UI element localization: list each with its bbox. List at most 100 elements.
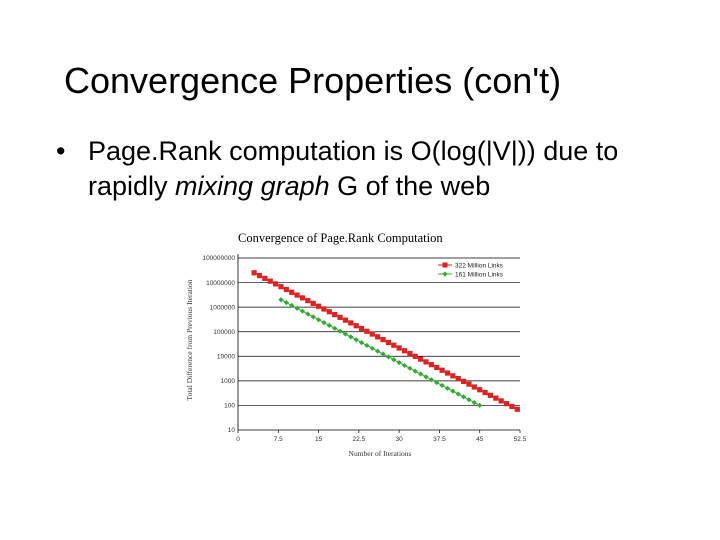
data-point-marker xyxy=(471,384,477,390)
data-point-marker xyxy=(455,376,461,382)
data-point-marker xyxy=(294,305,300,311)
data-point-marker xyxy=(444,385,451,391)
data-point-marker xyxy=(385,339,391,346)
chart-axes: 10 100 1000 10000 100000 1000000 10000000 10000… xyxy=(202,254,527,443)
data-point-marker xyxy=(358,339,365,346)
bullet-text-emphasis: mixing graph xyxy=(175,171,330,201)
legend-label: 161 Million Links xyxy=(455,271,504,278)
y-tick-label: 100 xyxy=(224,403,235,410)
data-point-marker xyxy=(358,325,365,332)
data-point-marker xyxy=(434,379,440,386)
data-point-marker xyxy=(412,353,418,359)
data-point-marker xyxy=(326,309,332,315)
x-tick-label: 52.5 xyxy=(514,436,527,443)
data-point-marker xyxy=(315,303,322,309)
data-point-marker xyxy=(348,320,354,326)
data-point-marker xyxy=(305,298,311,304)
chart-svg: Convergence of Page.Rank Computation 101… xyxy=(185,231,527,458)
data-point-marker xyxy=(348,334,354,340)
data-point-marker xyxy=(342,331,349,337)
chart-legend: 322 Million Links 161 Million Links xyxy=(438,262,504,278)
data-point-marker xyxy=(262,275,268,281)
data-point-marker xyxy=(337,328,343,334)
data-point-marker xyxy=(412,368,418,374)
chart-series xyxy=(251,270,520,412)
data-point-marker xyxy=(455,391,461,397)
data-point-marker xyxy=(401,362,408,369)
data-point-marker xyxy=(364,328,370,334)
x-axis-label: Number of Iterations xyxy=(349,449,412,458)
data-point-marker xyxy=(375,334,381,340)
data-point-marker xyxy=(423,359,429,365)
y-tick-label: 10000000 xyxy=(206,280,235,287)
data-point-marker xyxy=(369,345,375,351)
data-point-marker xyxy=(503,401,510,407)
data-point-marker xyxy=(418,371,424,377)
y-axis-label: Total Difference from Previous Iteration xyxy=(185,279,194,400)
data-point-marker xyxy=(385,354,391,360)
data-point-marker xyxy=(407,350,413,357)
data-point-marker xyxy=(310,300,316,307)
series-line xyxy=(280,299,480,406)
data-point-marker xyxy=(369,331,375,337)
data-point-marker xyxy=(439,382,445,389)
x-tick-label: 7.5 xyxy=(274,436,283,443)
y-tick-label: 1000 xyxy=(221,378,236,385)
data-point-marker xyxy=(407,365,413,371)
data-point-marker xyxy=(305,311,311,317)
y-tick-label: 100000 xyxy=(213,329,235,336)
data-point-marker xyxy=(477,387,483,393)
y-tick-label: 100000000 xyxy=(202,255,235,262)
data-point-marker xyxy=(418,356,424,362)
bullet-text-plain: Page.Rank computation is O(log(|V|)) due… xyxy=(88,136,619,201)
legend-label: 322 Million Links xyxy=(455,262,504,269)
data-point-marker xyxy=(466,397,472,403)
y-tick-label: 1000000 xyxy=(210,304,236,311)
x-tick-label: 45 xyxy=(476,436,484,443)
data-point-marker xyxy=(321,319,327,326)
data-point-marker xyxy=(375,348,381,354)
x-tick-label: 15 xyxy=(315,436,323,443)
data-point-marker xyxy=(310,314,316,320)
data-point-marker xyxy=(342,317,349,323)
data-point-marker xyxy=(273,281,279,287)
x-tick-label: 37.5 xyxy=(433,436,446,443)
y-tick-label: 10 xyxy=(228,427,236,434)
data-point-marker xyxy=(337,314,343,320)
data-point-marker xyxy=(278,284,284,290)
data-point-marker xyxy=(434,364,440,371)
x-tick-label: 22.5 xyxy=(353,436,366,443)
slide-title: Convergence Properties (con't) xyxy=(64,60,562,101)
data-point-marker xyxy=(428,377,434,383)
data-point-marker xyxy=(364,342,370,349)
data-point-marker xyxy=(380,337,386,343)
data-point-marker xyxy=(391,342,397,348)
bullet-text-tail: G of the web xyxy=(329,171,491,201)
data-point-marker xyxy=(466,381,472,387)
data-point-marker xyxy=(353,323,359,329)
data-point-marker xyxy=(450,388,456,394)
convergence-chart: Convergence of Page.Rank Computation 10 1… xyxy=(170,228,540,468)
data-point-marker xyxy=(439,367,445,373)
data-point-marker xyxy=(321,306,327,312)
data-point-marker xyxy=(396,345,402,351)
data-point-marker xyxy=(396,359,402,366)
x-tick-label: 30 xyxy=(396,436,404,443)
data-point-marker xyxy=(493,395,499,401)
chart-grid xyxy=(238,257,520,406)
x-tick-label: 0 xyxy=(236,436,240,443)
data-point-marker xyxy=(450,373,456,379)
data-point-marker xyxy=(353,337,359,343)
data-point-marker xyxy=(289,289,295,295)
data-point-marker xyxy=(514,406,520,412)
bullet-text: Page.Rank computation is O(log(|V|)) due… xyxy=(88,134,696,204)
data-point-marker xyxy=(482,389,488,396)
legend-marker xyxy=(442,271,448,277)
data-point-marker xyxy=(299,295,306,301)
data-point-marker xyxy=(444,370,451,376)
data-point-marker xyxy=(332,311,338,318)
data-point-marker xyxy=(326,322,332,329)
data-point-marker xyxy=(498,398,504,404)
data-point-marker xyxy=(401,348,408,354)
bullet-point: • Page.Rank computation is O(log(|V|)) d… xyxy=(56,134,696,204)
